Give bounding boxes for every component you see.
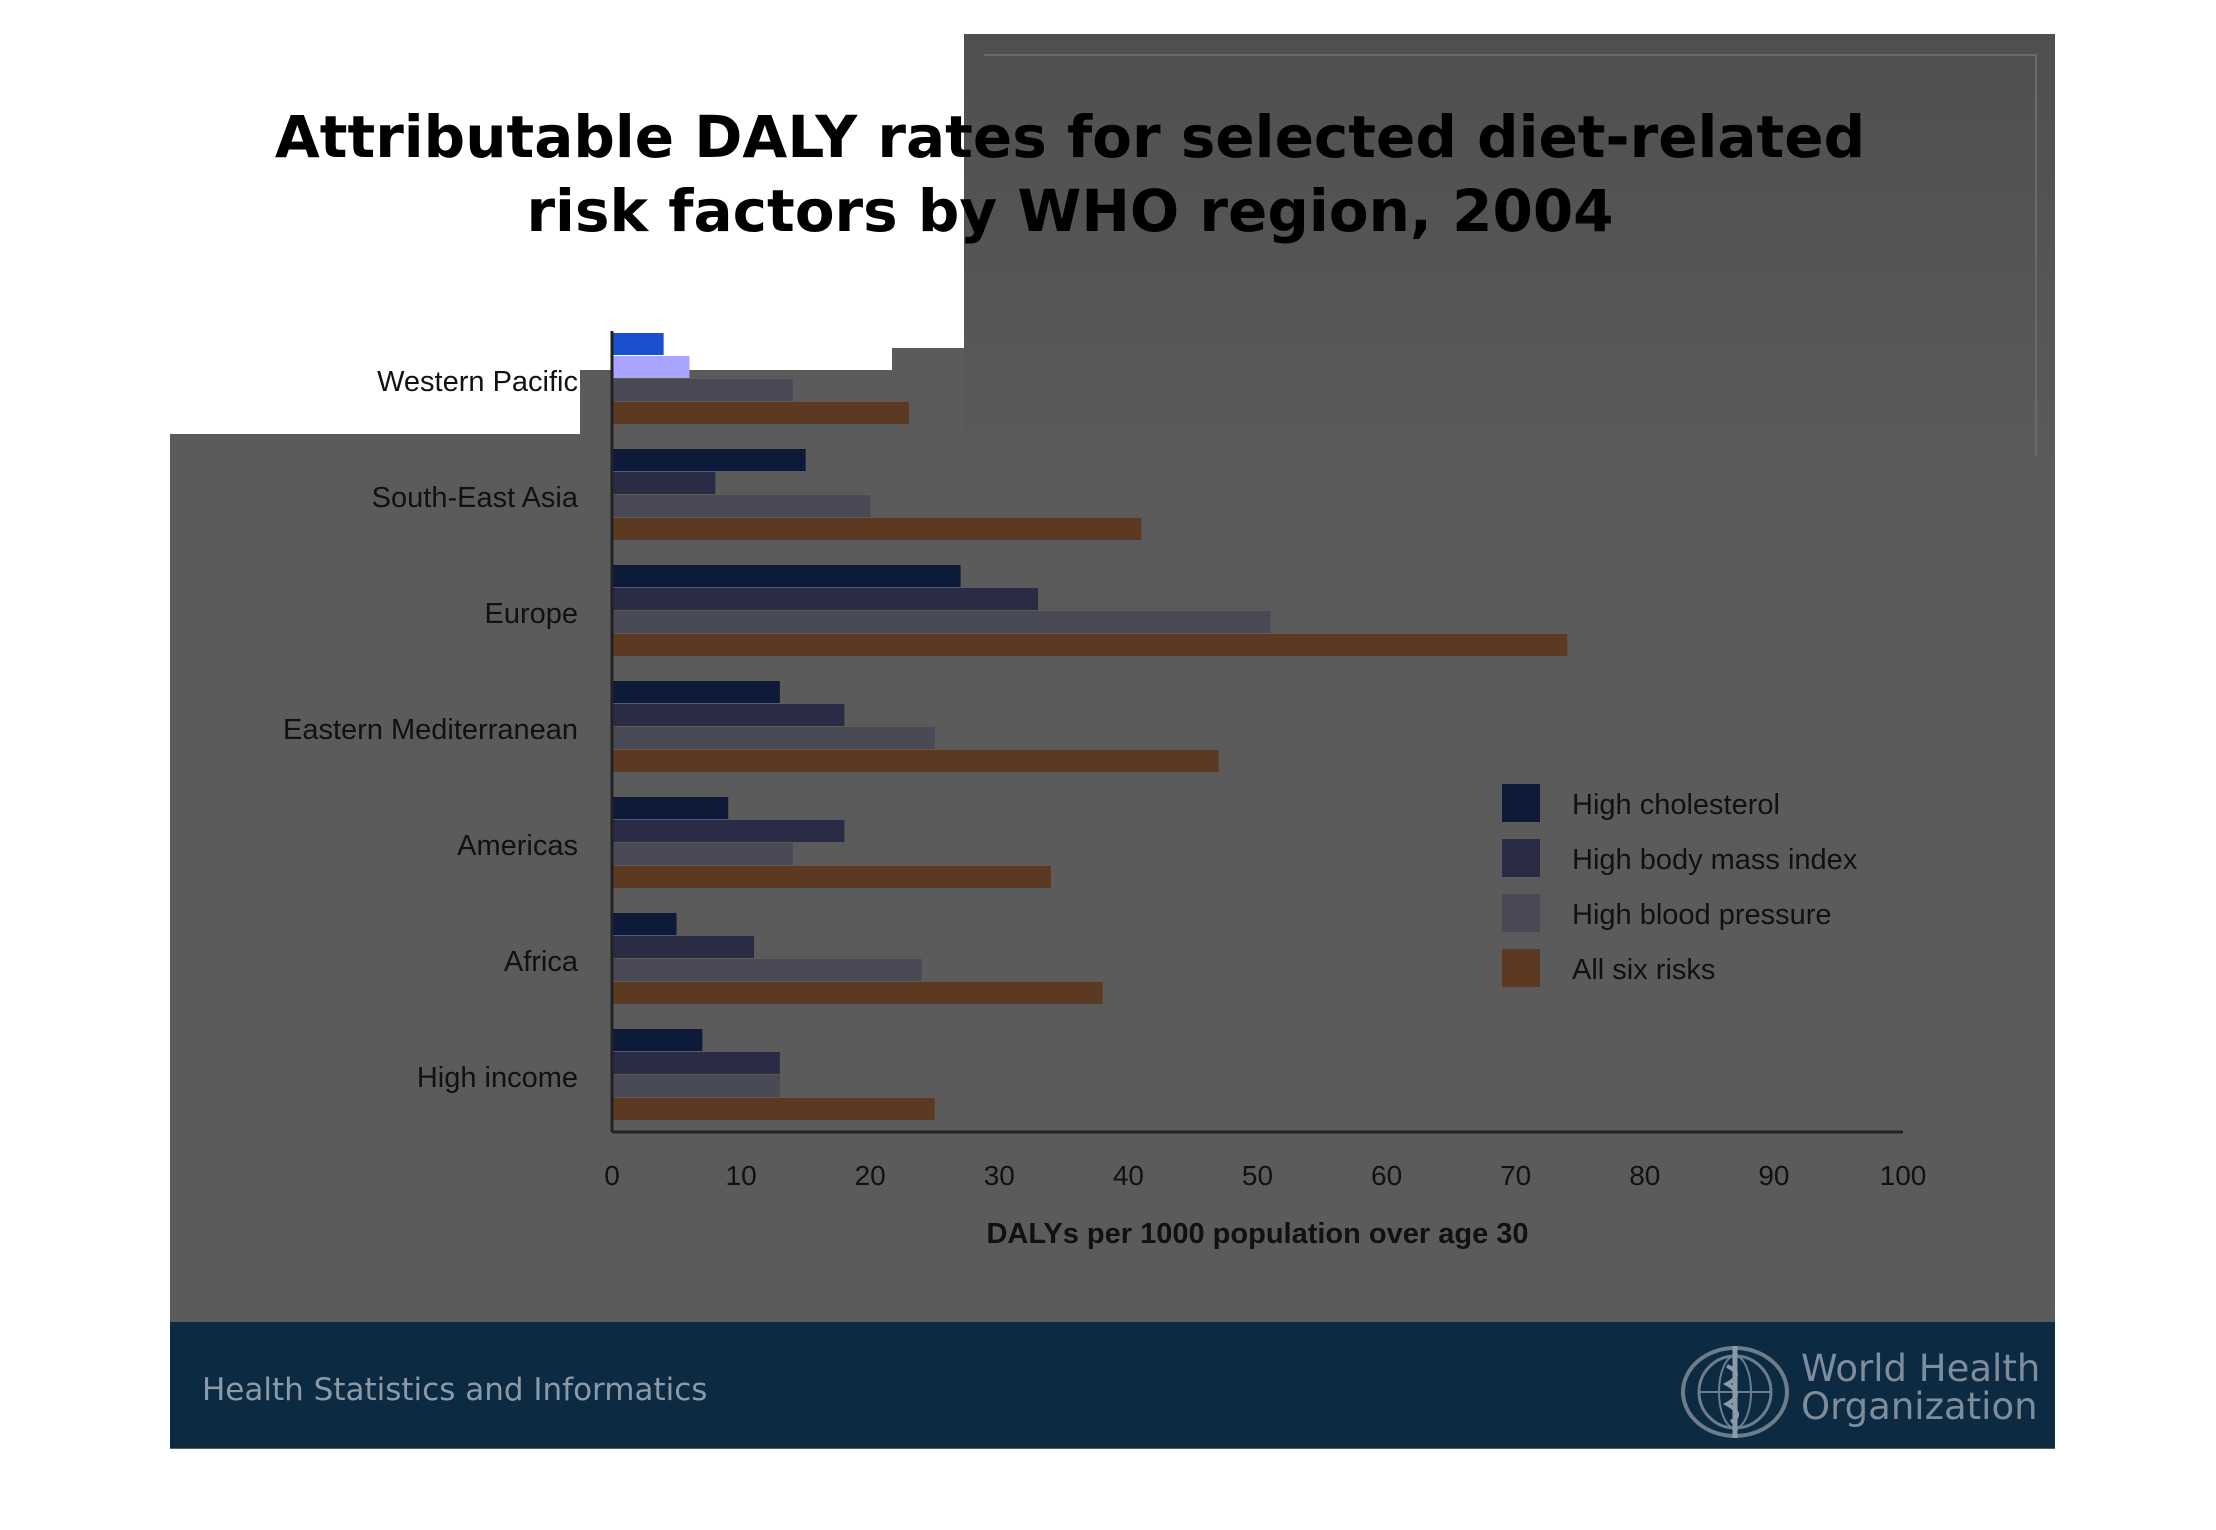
bar [612, 820, 845, 842]
x-tick-label: 90 [1758, 1160, 1789, 1191]
x-tick-label: 40 [1113, 1160, 1144, 1191]
bar [612, 982, 1103, 1004]
category-label: Europe [484, 598, 578, 630]
title-line-1: Attributable DALY rates for selected die… [274, 103, 1866, 171]
category-label: South-East Asia [372, 482, 579, 514]
bar [612, 681, 780, 703]
bar [612, 472, 716, 494]
footer-text: Health Statistics and Informatics [202, 1372, 708, 1408]
bar [612, 727, 935, 749]
who-name: World Health Organization [1801, 1350, 2040, 1426]
bar [612, 1098, 935, 1120]
category-label: Americas [457, 830, 578, 862]
category-label: High income [417, 1062, 578, 1094]
legend-label: High blood pressure [1572, 899, 1832, 931]
x-tick-label: 50 [1242, 1160, 1273, 1191]
white-patch-label [170, 348, 580, 434]
footer-bar: Health Statistics and Informatics World … [170, 1322, 2055, 1448]
legend-swatch [1502, 894, 1540, 932]
bar [612, 866, 1051, 888]
bar [612, 588, 1039, 610]
legend-label: High cholesterol [1572, 789, 1780, 821]
who-name-line-2: Organization [1801, 1385, 2038, 1428]
legend-swatch [1502, 949, 1540, 987]
bar [612, 379, 793, 401]
who-emblem-icon [1681, 1346, 1789, 1438]
x-tick-label: 60 [1371, 1160, 1402, 1191]
bar [612, 611, 1271, 633]
x-tick-label: 30 [984, 1160, 1015, 1191]
legend-label: High body mass index [1572, 844, 1858, 876]
bar [612, 1075, 780, 1097]
x-tick-label: 80 [1629, 1160, 1660, 1191]
title-line-2: risk factors by WHO region, 2004 [526, 177, 1614, 245]
x-tick-label: 0 [604, 1160, 620, 1191]
x-tick-label: 20 [855, 1160, 886, 1191]
legend-swatch [1502, 784, 1540, 822]
bar [612, 936, 755, 958]
category-label: Western Pacific [377, 366, 578, 398]
bar [612, 565, 961, 587]
bar [612, 356, 690, 378]
category-label: Africa [504, 946, 579, 978]
bar [612, 1052, 780, 1074]
x-tick-label: 10 [726, 1160, 757, 1191]
who-name-line-1: World Health [1801, 1347, 2041, 1390]
legend-label: All six risks [1572, 954, 1715, 986]
x-axis-title: DALYs per 1000 population over age 30 [986, 1218, 1528, 1250]
chart-title: Attributable DALY rates for selected die… [170, 100, 1970, 248]
bar [612, 518, 1142, 540]
bar [612, 959, 922, 981]
bar [612, 1029, 703, 1051]
white-patch-top [170, 34, 964, 348]
bar [612, 449, 806, 471]
bar [612, 797, 729, 819]
bar [612, 843, 793, 865]
slide-header-panel [964, 34, 2055, 454]
category-label: Eastern Mediterranean [283, 714, 578, 746]
slide-header-frame [984, 54, 2037, 456]
bar [612, 634, 1568, 656]
x-tick-label: 70 [1500, 1160, 1531, 1191]
legend-swatch [1502, 839, 1540, 877]
bar [612, 495, 871, 517]
bar [612, 750, 1219, 772]
bar [612, 704, 845, 726]
x-tick-label: 100 [1880, 1160, 1927, 1191]
bar [612, 913, 677, 935]
bar [612, 333, 664, 355]
bar [612, 402, 909, 424]
